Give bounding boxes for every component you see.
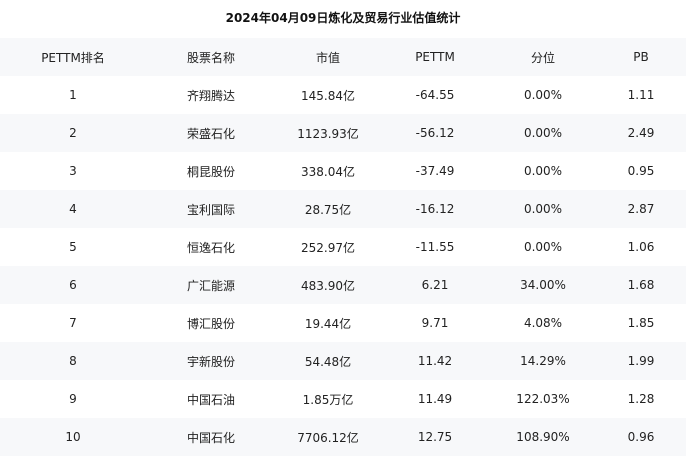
cell-market-cap: 28.75亿 [304,202,352,217]
cell-stock-name: 宇新股份 [186,354,236,369]
cell-pettm: -64.55 [415,88,455,102]
cell-pettm: 11.42 [417,354,453,368]
header-rank[interactable]: PETTM排名 [41,50,105,65]
cell-percentile: 34.00% [520,278,566,292]
cell-pettm: -11.55 [415,240,455,254]
table-row: 3 桐昆股份 338.04亿 -37.49 0.00% 0.95 [0,152,686,190]
cell-stock-name: 博汇股份 [186,316,236,331]
table-title: 2024年04月09日炼化及贸易行业估值统计 [225,11,461,25]
cell-pb: 0.96 [627,430,655,444]
cell-percentile: 122.03% [516,392,570,406]
cell-pb: 0.95 [627,164,655,178]
cell-stock-name: 荣盛石化 [186,126,236,141]
cell-stock-name: 恒逸石化 [186,240,236,255]
cell-market-cap: 54.48亿 [304,354,352,369]
cell-stock-name: 中国石化 [186,430,236,445]
cell-rank: 6 [69,278,77,292]
cell-pettm: -56.12 [415,126,455,140]
cell-market-cap: 483.90亿 [301,278,355,293]
cell-percentile: 0.00% [523,240,563,254]
cell-pb: 1.99 [627,354,655,368]
cell-pb: 1.28 [627,392,655,406]
cell-pettm: 9.71 [421,316,449,330]
cell-percentile: 0.00% [523,88,563,102]
table-row: 10 中国石化 7706.12亿 12.75 108.90% 0.96 [0,418,686,456]
cell-pb: 1.85 [627,316,655,330]
table-row: 8 宇新股份 54.48亿 11.42 14.29% 1.99 [0,342,686,380]
table-row: 9 中国石油 1.85万亿 11.49 122.03% 1.28 [0,380,686,418]
header-percentile[interactable]: 分位 [530,50,556,65]
table-row: 6 广汇能源 483.90亿 6.21 34.00% 1.68 [0,266,686,304]
cell-rank: 10 [65,430,81,444]
cell-rank: 3 [69,164,77,178]
cell-stock-name: 齐翔腾达 [186,88,236,103]
cell-pb: 2.49 [627,126,655,140]
header-pb[interactable]: PB [633,50,649,64]
cell-rank: 2 [69,126,77,140]
cell-pettm: 12.75 [417,430,453,444]
cell-rank: 1 [69,88,77,102]
cell-percentile: 14.29% [520,354,566,368]
cell-market-cap: 19.44亿 [304,316,352,331]
table-row: 4 宝利国际 28.75亿 -16.12 0.00% 2.87 [0,190,686,228]
cell-rank: 5 [69,240,77,254]
cell-pettm: -16.12 [415,202,455,216]
cell-stock-name: 宝利国际 [186,202,236,217]
cell-percentile: 0.00% [523,126,563,140]
cell-market-cap: 1123.93亿 [297,126,359,141]
cell-market-cap: 1.85万亿 [302,392,354,407]
table-row: 2 荣盛石化 1123.93亿 -56.12 0.00% 2.49 [0,114,686,152]
table-header: PETTM排名 股票名称 市值 PETTM 分位 PB [0,38,686,76]
cell-market-cap: 338.04亿 [301,164,355,179]
header-pettm[interactable]: PETTM [415,50,455,64]
cell-percentile: 4.08% [523,316,563,330]
cell-market-cap: 145.84亿 [301,88,355,103]
cell-pettm: 6.21 [421,278,449,292]
cell-percentile: 108.90% [516,430,570,444]
cell-rank: 7 [69,316,77,330]
table-row: 1 齐翔腾达 145.84亿 -64.55 0.00% 1.11 [0,76,686,114]
header-name[interactable]: 股票名称 [186,50,236,65]
cell-stock-name: 中国石油 [186,392,236,407]
cell-rank: 4 [69,202,77,216]
cell-stock-name: 广汇能源 [186,278,236,293]
cell-pb: 1.68 [627,278,655,292]
cell-pb: 1.06 [627,240,655,254]
cell-percentile: 0.00% [523,164,563,178]
table-row: 5 恒逸石化 252.97亿 -11.55 0.00% 1.06 [0,228,686,266]
cell-pb: 1.11 [627,88,655,102]
cell-pettm: -37.49 [415,164,455,178]
cell-pettm: 11.49 [417,392,453,406]
cell-rank: 9 [69,392,77,406]
cell-stock-name: 桐昆股份 [186,164,236,179]
table-row: 7 博汇股份 19.44亿 9.71 4.08% 1.85 [0,304,686,342]
cell-market-cap: 252.97亿 [301,240,355,255]
header-market-cap[interactable]: 市值 [315,50,341,65]
cell-rank: 8 [69,354,77,368]
valuation-table: PETTM排名 股票名称 市值 PETTM 分位 PB 1 齐翔腾达 145.84亿… [0,38,686,456]
cell-pb: 2.87 [627,202,655,216]
cell-percentile: 0.00% [523,202,563,216]
cell-market-cap: 7706.12亿 [297,430,359,445]
